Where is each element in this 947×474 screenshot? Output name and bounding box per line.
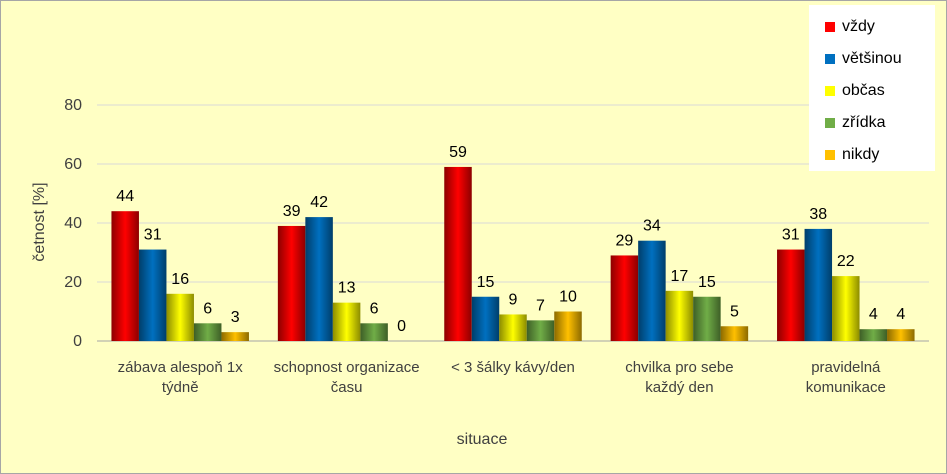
- legend: vždy většinou občas zřídka nikdy: [809, 5, 935, 171]
- x-axis-categories: zábava alespoň 1x týdně schopnost organiza…: [118, 359, 886, 396]
- data-label: 17: [671, 268, 689, 285]
- legend-label: většinou: [842, 50, 902, 67]
- x-tick-label: schopnost organizace času: [274, 359, 420, 396]
- y-tick-label: 40: [64, 215, 82, 232]
- x-tick-label: < 3 šálky kávy/den: [451, 359, 575, 376]
- data-label: 15: [477, 274, 495, 291]
- data-label: 10: [559, 289, 577, 306]
- bar: [305, 217, 333, 341]
- x-tick-label: chvilka pro sebe každý den: [625, 359, 733, 396]
- data-label: 38: [809, 206, 827, 223]
- y-tick-label: 80: [64, 97, 82, 114]
- data-label: 7: [536, 297, 545, 314]
- data-label: 34: [643, 218, 661, 235]
- legend-item: nikdy: [825, 139, 935, 171]
- data-label: 9: [509, 291, 518, 308]
- bar: [638, 240, 666, 341]
- bar: [360, 323, 388, 341]
- legend-swatch: [825, 22, 835, 32]
- bar: [859, 329, 888, 341]
- bar: [193, 323, 222, 341]
- bar: [804, 228, 833, 341]
- x-tick-label: pravidelná komunikace: [806, 359, 886, 396]
- bar: [777, 249, 805, 341]
- data-label: 42: [310, 194, 328, 211]
- bar: [332, 302, 361, 341]
- legend-label: zřídka: [842, 114, 886, 131]
- y-tick-label: 20: [64, 274, 82, 291]
- legend-item: většinou: [825, 43, 935, 75]
- bar: [832, 276, 860, 341]
- bar: [720, 326, 749, 341]
- data-label: 4: [869, 306, 878, 323]
- bar: [166, 293, 194, 341]
- y-axis-title: četnost [%]: [31, 182, 48, 261]
- bar: [665, 290, 694, 341]
- bar: [221, 332, 249, 341]
- data-label: 44: [116, 188, 134, 205]
- y-tick-label: 0: [73, 333, 82, 350]
- data-label: 31: [782, 227, 800, 244]
- bar: [887, 329, 915, 341]
- data-label: 3: [231, 309, 240, 326]
- legend-item: vždy: [825, 11, 935, 43]
- data-label: 6: [370, 300, 379, 317]
- legend-swatch: [825, 86, 835, 96]
- bar: [693, 296, 721, 341]
- bar: [554, 311, 582, 341]
- y-axis-ticks: 0 20 40 60 80: [64, 97, 82, 350]
- data-label: 6: [203, 300, 212, 317]
- legend-item: občas: [825, 75, 935, 107]
- bar: [277, 225, 306, 341]
- bar: [138, 249, 167, 341]
- data-label: 31: [144, 227, 162, 244]
- data-label: 5: [730, 303, 739, 320]
- x-tick-label: zábava alespoň 1x týdně: [118, 359, 244, 396]
- data-label: 22: [837, 253, 855, 270]
- bar: [111, 211, 139, 341]
- data-label: 13: [338, 280, 356, 297]
- legend-label: občas: [842, 82, 885, 99]
- legend-swatch: [825, 54, 835, 64]
- bars: [111, 166, 915, 341]
- bar: [610, 255, 639, 341]
- legend-label: vždy: [842, 18, 875, 35]
- y-tick-label: 60: [64, 156, 82, 173]
- bar: [471, 296, 500, 341]
- data-label: 39: [283, 203, 301, 220]
- x-axis-title: situace: [457, 431, 508, 448]
- data-label: 59: [449, 144, 467, 161]
- legend-swatch: [825, 150, 835, 160]
- bar: [499, 314, 527, 341]
- bar: [526, 320, 555, 341]
- data-label: 15: [698, 274, 716, 291]
- data-label: 0: [397, 318, 406, 335]
- data-label: 29: [616, 232, 634, 249]
- data-label: 16: [171, 271, 189, 288]
- legend-label: nikdy: [842, 146, 880, 163]
- legend-item: zřídka: [825, 107, 935, 139]
- legend-swatch: [825, 118, 835, 128]
- data-label: 4: [896, 306, 905, 323]
- bar: [444, 166, 472, 341]
